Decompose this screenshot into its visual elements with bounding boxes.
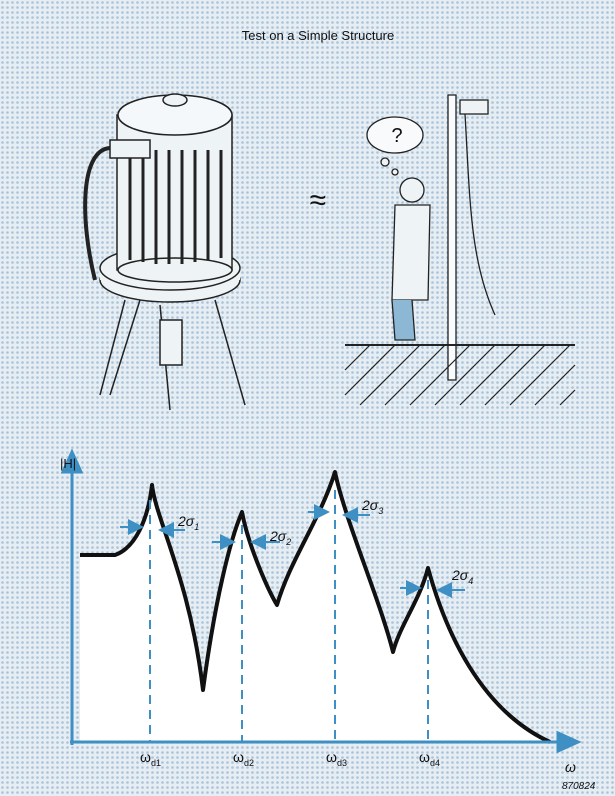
peak-width: 2σ4 [451,567,473,586]
motor-illustration [83,93,246,411]
y-axis-label: |H| [60,456,76,471]
axes [60,448,582,754]
peak-freq: ωd4 [419,749,440,768]
peak-freq: ωd1 [140,749,161,768]
x-axis-label: ω [565,759,576,775]
peak-lines [149,490,429,742]
response-area [80,472,550,742]
peak-labels: ωd1 ωd2 ωd3 ωd4 2σ1 2σ2 2σ3 2σ4 [140,497,473,768]
width-arrows [120,504,465,598]
peak-width: 2σ3 [361,497,383,516]
peak-width: 2σ1 [177,513,199,532]
peak-width: 2σ2 [269,528,291,547]
response-curve [80,470,551,744]
question-mark: ? [391,125,402,147]
ground [344,344,576,406]
approx-symbol: ≈ [310,184,326,217]
figure-code: 870824 [562,781,596,792]
peak-freq: ωd3 [326,749,347,768]
title: Test on a Simple Structure [242,28,394,43]
peak-freq: ωd2 [233,749,254,768]
person-illustration [366,94,496,381]
